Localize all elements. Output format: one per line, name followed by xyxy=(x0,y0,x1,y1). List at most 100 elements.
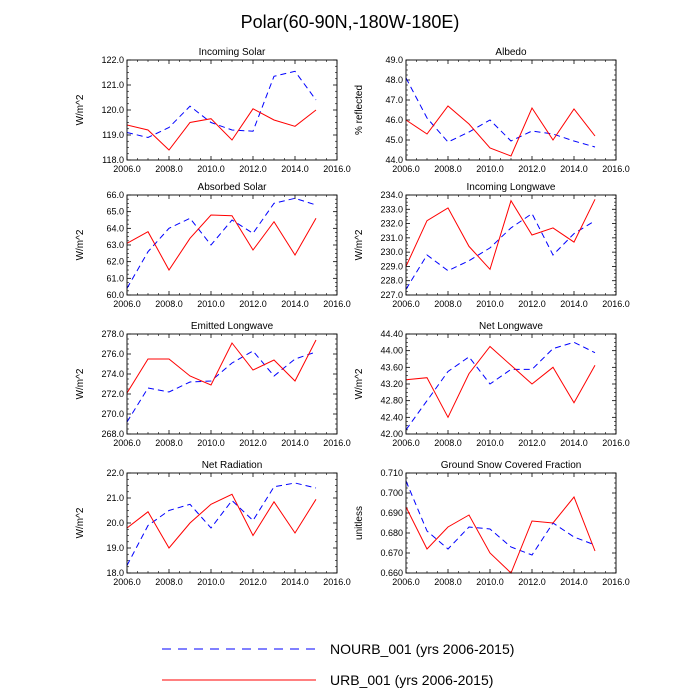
x-tick-label: 2006.0 xyxy=(113,164,141,174)
series-line-nourb xyxy=(126,350,317,423)
series-line-nourb xyxy=(405,480,596,556)
x-tick-label: 2010.0 xyxy=(197,164,225,174)
panel-title: Incoming Solar xyxy=(199,47,266,58)
series-line-urb xyxy=(126,108,317,151)
x-tick-label: 2016.0 xyxy=(323,438,351,448)
y-tick-label: 48.0 xyxy=(385,75,403,85)
x-tick-label: 2008.0 xyxy=(434,438,462,448)
y-tick-label: 46.0 xyxy=(385,115,403,125)
x-tick-label: 2010.0 xyxy=(197,438,225,448)
series-line-urb xyxy=(126,493,317,549)
y-tick-label: 120.0 xyxy=(101,105,124,115)
y-tick-label: 43.60 xyxy=(380,362,403,372)
chart-panel-ground-snow-covered-fraction: Ground Snow Covered Fraction unitless 2006… xyxy=(354,460,630,587)
x-tick-label: 2016.0 xyxy=(323,164,351,174)
panel-title: Ground Snow Covered Fraction xyxy=(441,460,582,471)
x-tick-label: 2016.0 xyxy=(602,164,630,174)
series-line-nourb xyxy=(126,482,317,566)
y-tick-label: 63.0 xyxy=(106,240,124,250)
y-tick-label: 22.0 xyxy=(106,468,124,478)
x-tick-label: 2010.0 xyxy=(476,438,504,448)
y-tick-label: 42.40 xyxy=(380,412,403,422)
x-tick-label: 2006.0 xyxy=(392,299,420,309)
x-tick-label: 2006.0 xyxy=(392,438,420,448)
series-line-urb xyxy=(405,199,596,271)
y-tick-label: 0.680 xyxy=(380,528,403,538)
series-line-urb xyxy=(405,105,596,157)
y-axis-label: W/m^2 xyxy=(75,229,86,260)
y-tick-label: 0.710 xyxy=(380,468,403,478)
panel-title: Incoming Longwave xyxy=(467,182,556,193)
x-tick-label: 2014.0 xyxy=(560,299,588,309)
y-tick-label: 278.0 xyxy=(101,329,124,339)
y-tick-label: 20.0 xyxy=(106,518,124,528)
y-tick-label: 60.0 xyxy=(106,290,124,300)
x-tick-label: 2008.0 xyxy=(155,299,183,309)
y-tick-label: 232.0 xyxy=(380,219,403,229)
y-tick-label: 119.0 xyxy=(102,130,124,140)
y-tick-label: 234.0 xyxy=(380,190,403,200)
series-line-nourb xyxy=(405,77,596,148)
series-line-nourb xyxy=(405,341,596,431)
plot-frame xyxy=(405,472,617,574)
y-tick-label: 121.0 xyxy=(101,80,124,90)
x-tick-label: 2014.0 xyxy=(281,577,309,587)
panel-title: Net Longwave xyxy=(479,321,543,332)
y-tick-label: 0.700 xyxy=(380,488,403,498)
y-tick-label: 44.00 xyxy=(380,346,403,356)
plot-frame xyxy=(405,333,617,435)
y-tick-label: 227.0 xyxy=(380,290,403,300)
y-tick-label: 233.0 xyxy=(380,204,403,214)
series-line-nourb xyxy=(126,70,317,139)
x-tick-label: 2010.0 xyxy=(476,299,504,309)
chart-panel-net-radiation: Net Radiation W/m^2 2006.0 2008.0 2010.0 2012… xyxy=(75,460,351,587)
y-tick-label: 118.0 xyxy=(102,155,124,165)
plot-frame xyxy=(126,59,338,161)
x-tick-label: 2012.0 xyxy=(239,164,267,174)
y-tick-label: 66.0 xyxy=(106,190,124,200)
chart-panel-incoming-solar: Incoming Solar W/m^2 2006.0 2008.0 2010.0 201… xyxy=(75,47,351,174)
x-tick-label: 2012.0 xyxy=(239,299,267,309)
plot-frame xyxy=(126,194,338,296)
x-tick-label: 2012.0 xyxy=(518,438,546,448)
y-tick-label: 276.0 xyxy=(101,349,124,359)
y-tick-label: 0.660 xyxy=(380,568,403,578)
x-tick-label: 2008.0 xyxy=(434,577,462,587)
series-line-nourb xyxy=(405,212,596,290)
x-tick-label: 2014.0 xyxy=(560,164,588,174)
y-tick-label: 19.0 xyxy=(106,543,124,553)
y-axis-label: W/m^2 xyxy=(75,368,86,399)
y-tick-label: 231.0 xyxy=(380,233,403,243)
x-tick-label: 2010.0 xyxy=(476,164,504,174)
y-tick-label: 272.0 xyxy=(101,389,124,399)
series-line-urb xyxy=(405,345,596,419)
plot-frame xyxy=(126,333,338,435)
plot-frame xyxy=(126,472,338,574)
legend: NOURB_001 (yrs 2006-2015) URB_001 (yrs 2… xyxy=(162,641,514,688)
x-tick-label: 2016.0 xyxy=(323,299,351,309)
series-line-urb xyxy=(126,214,317,271)
x-tick-label: 2012.0 xyxy=(518,577,546,587)
chart-panel-incoming-longwave: Incoming Longwave W/m^2 2006.0 2008.0 2010.0… xyxy=(354,182,630,309)
x-tick-label: 2008.0 xyxy=(434,299,462,309)
series-line-urb xyxy=(405,496,596,574)
legend-label-nourb: NOURB_001 (yrs 2006-2015) xyxy=(330,641,514,657)
y-tick-label: 18.0 xyxy=(106,568,124,578)
x-tick-label: 2014.0 xyxy=(560,438,588,448)
x-tick-label: 2016.0 xyxy=(602,577,630,587)
y-tick-label: 45.0 xyxy=(385,135,403,145)
y-tick-label: 230.0 xyxy=(380,247,403,257)
x-tick-label: 2014.0 xyxy=(281,438,309,448)
x-tick-label: 2012.0 xyxy=(239,438,267,448)
x-tick-label: 2010.0 xyxy=(476,577,504,587)
panel-grid: Incoming Solar W/m^2 2006.0 2008.0 2010.0 201… xyxy=(75,47,630,587)
x-tick-label: 2008.0 xyxy=(155,438,183,448)
x-tick-label: 2006.0 xyxy=(113,299,141,309)
x-tick-label: 2010.0 xyxy=(197,577,225,587)
x-tick-label: 2012.0 xyxy=(518,299,546,309)
panel-title: Net Radiation xyxy=(202,460,263,471)
y-tick-label: 268.0 xyxy=(101,429,124,439)
y-tick-label: 270.0 xyxy=(101,409,124,419)
y-tick-label: 61.0 xyxy=(106,273,124,283)
